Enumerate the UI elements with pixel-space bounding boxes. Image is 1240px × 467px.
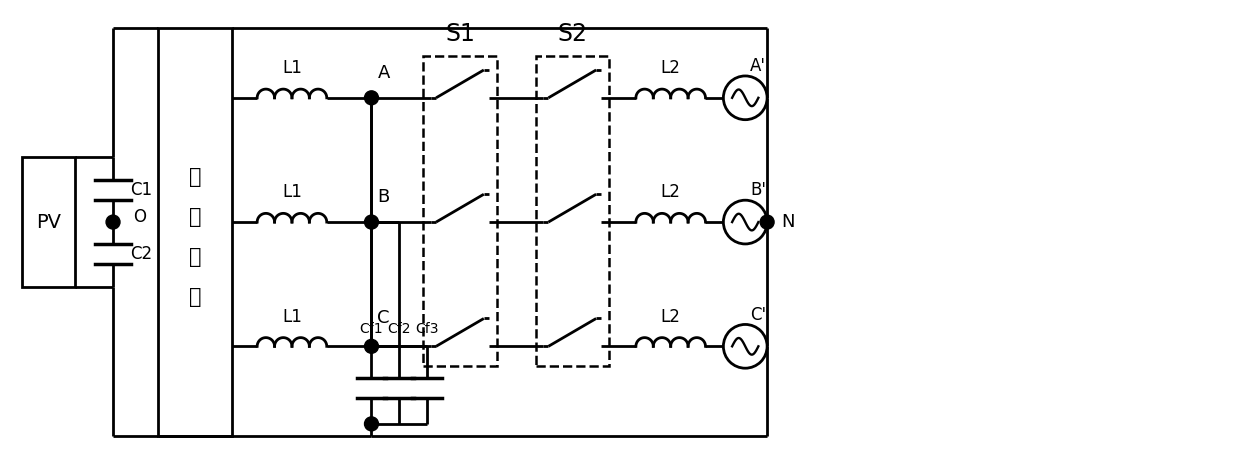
Text: C1: C1 xyxy=(130,181,153,199)
Text: L1: L1 xyxy=(281,183,301,201)
Text: S1: S1 xyxy=(445,22,475,46)
Circle shape xyxy=(365,215,378,229)
Text: L2: L2 xyxy=(661,59,681,77)
Text: N: N xyxy=(781,213,795,231)
Circle shape xyxy=(723,76,768,120)
Bar xyxy=(536,56,609,366)
Bar xyxy=(157,28,232,436)
Circle shape xyxy=(107,215,120,229)
Text: L2: L2 xyxy=(661,183,681,201)
Text: C2: C2 xyxy=(130,245,153,263)
Circle shape xyxy=(365,340,378,353)
Circle shape xyxy=(365,417,378,431)
Circle shape xyxy=(365,91,378,105)
Text: 元: 元 xyxy=(188,287,201,307)
Text: 变: 变 xyxy=(188,207,201,227)
Circle shape xyxy=(760,215,774,229)
Text: C': C' xyxy=(750,305,766,324)
Bar xyxy=(21,157,76,287)
Text: Cf2: Cf2 xyxy=(388,322,412,336)
Text: L1: L1 xyxy=(281,59,301,77)
Circle shape xyxy=(723,325,768,368)
Bar xyxy=(423,56,497,366)
Text: 逆: 逆 xyxy=(188,167,201,187)
Text: 单: 单 xyxy=(188,247,201,267)
Circle shape xyxy=(723,200,768,244)
Text: L2: L2 xyxy=(661,307,681,325)
Text: PV: PV xyxy=(36,212,61,232)
Text: B: B xyxy=(377,188,389,206)
Text: O: O xyxy=(133,208,146,226)
Text: Cf3: Cf3 xyxy=(415,322,439,336)
Text: A': A' xyxy=(750,57,766,75)
Text: C: C xyxy=(377,310,389,327)
Text: L1: L1 xyxy=(281,307,301,325)
Text: B': B' xyxy=(750,181,766,199)
Text: Cf1: Cf1 xyxy=(360,322,383,336)
Text: A: A xyxy=(377,64,389,82)
Text: S2: S2 xyxy=(557,22,588,46)
